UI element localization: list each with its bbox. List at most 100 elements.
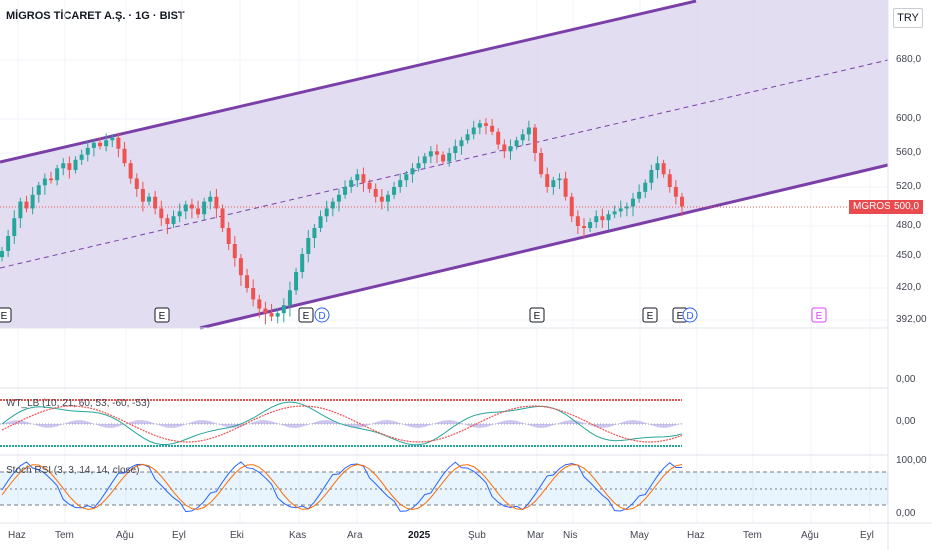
candle-body (398, 180, 403, 187)
candle-body (122, 148, 127, 164)
candle-body (361, 174, 366, 183)
candle-body (318, 216, 323, 228)
candle-body (502, 144, 507, 152)
candle-body (581, 226, 586, 228)
stoch-rsi-label[interactable]: Stoch RSI (3, 3, 14, 14, close) (6, 465, 140, 476)
candle-body (110, 137, 115, 141)
price-scale-label: 600,0 (896, 113, 922, 124)
stoch-d-line (1, 463, 683, 511)
earnings-marker[interactable] (0, 307, 12, 323)
candle-body (606, 214, 611, 221)
candle-body (575, 216, 580, 226)
candle-body (520, 134, 525, 141)
time-axis-label: Mar (527, 530, 545, 541)
time-axis-label: Ağu (116, 530, 134, 541)
earnings-marker-label: E (816, 311, 823, 322)
time-axis-label: Tem (55, 530, 74, 541)
candle-body (116, 137, 121, 149)
candle-body (600, 216, 605, 221)
candle-body (630, 198, 635, 207)
wt-indicator-label[interactable]: WT_LB (10, 21, 60, 53, -60, -53) (6, 398, 150, 409)
stoch-rsi-pane[interactable] (0, 461, 888, 513)
earnings-marker[interactable] (642, 307, 658, 323)
earnings-marker[interactable] (811, 307, 827, 323)
candle-body (490, 125, 495, 132)
candle-body (373, 188, 378, 197)
candle-body (673, 187, 678, 197)
candle-body (330, 201, 335, 209)
candle-body (238, 258, 243, 276)
dividend-marker[interactable] (682, 307, 698, 323)
candle-body (349, 180, 354, 187)
price-scale-label: 392,00 (896, 314, 927, 325)
candle-body (275, 313, 280, 317)
candle-body (355, 174, 360, 181)
time-axis-label: Kas (289, 530, 307, 541)
candle-body (618, 208, 623, 212)
candle-body (563, 178, 568, 197)
candle-body (30, 194, 35, 209)
candle-body (269, 313, 274, 317)
candle-body (159, 208, 164, 219)
time-axis-label: May (630, 530, 649, 541)
price-scale-label: 420,0 (896, 282, 922, 293)
time-axis-label: Eki (230, 530, 244, 541)
candle-body (483, 123, 488, 126)
price-scale-label: 560,0 (896, 147, 922, 158)
currency-button[interactable]: TRY (893, 8, 923, 28)
candle-body (545, 174, 550, 187)
candle-body (532, 127, 537, 153)
candle-body (324, 208, 329, 217)
candle-body (147, 196, 152, 202)
time-axis-label: 2025 (408, 530, 431, 541)
candle-body (0, 251, 4, 258)
price-scale-label: 520,0 (896, 181, 922, 192)
earnings-marker-label: E (677, 311, 684, 322)
regression-channel-fill (0, 0, 888, 328)
candle-body (667, 174, 672, 187)
earnings-marker[interactable] (154, 307, 170, 323)
dividend-marker-label: D (318, 311, 325, 322)
candle-body (637, 191, 642, 199)
dividend-marker-label: D (686, 311, 693, 322)
channel-median-line[interactable] (0, 59, 889, 269)
candle-body (526, 127, 531, 135)
candle-body (385, 194, 390, 202)
candle-body (98, 142, 103, 147)
candle-body (447, 153, 452, 162)
wt-pane[interactable] (0, 399, 683, 447)
stoch-scale-bottom: 0,00 (896, 508, 916, 519)
candle-body (61, 163, 66, 169)
dividend-marker[interactable] (314, 307, 330, 323)
earnings-marker-label: E (159, 311, 166, 322)
symbol-title[interactable]: MİGROS TİCARET A.Ş. · 1G · BIST (6, 10, 185, 22)
time-axis-label: Eyl (172, 530, 186, 541)
channel-upper-line[interactable] (0, 0, 697, 164)
candle-body (367, 182, 372, 189)
candle-body (79, 154, 84, 160)
candle-body (557, 178, 562, 181)
candle-body (539, 153, 544, 175)
candle-body (649, 170, 654, 183)
earnings-marker[interactable] (298, 307, 314, 323)
time-axis-label: Haz (8, 530, 26, 541)
candle-body (343, 187, 348, 195)
candle-body (336, 194, 341, 202)
candle-body (643, 182, 648, 192)
candle-body (434, 151, 439, 155)
channel-lower-line[interactable] (199, 163, 889, 330)
candle-body (140, 188, 145, 202)
candle-body (404, 174, 409, 181)
candle-body (245, 275, 250, 288)
candle-body (55, 168, 60, 181)
candle-body (428, 151, 433, 157)
time-axis-label: Tem (743, 530, 762, 541)
candle-body (477, 123, 482, 128)
candle-body (73, 159, 78, 170)
candle-body (508, 146, 513, 152)
candle-body (183, 204, 188, 212)
candle-body (153, 196, 158, 209)
earnings-marker[interactable] (529, 307, 545, 323)
candle-body (680, 196, 684, 207)
